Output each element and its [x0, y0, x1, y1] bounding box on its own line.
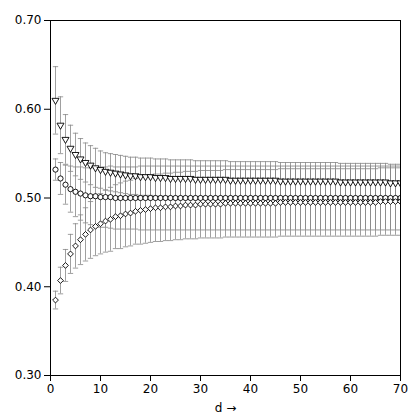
svg-text:0.50: 0.50	[15, 191, 42, 205]
svg-text:0.30: 0.30	[15, 368, 42, 382]
svg-text:50: 50	[293, 382, 308, 396]
svg-text:20: 20	[143, 382, 158, 396]
svg-text:0.70: 0.70	[15, 13, 42, 27]
svg-text:10: 10	[93, 382, 108, 396]
svg-text:30: 30	[193, 382, 208, 396]
svg-text:0: 0	[47, 382, 55, 396]
svg-text:70: 70	[393, 382, 408, 396]
svg-text:0.40: 0.40	[15, 280, 42, 294]
svg-text:0.60: 0.60	[15, 102, 42, 116]
svg-text:40: 40	[243, 382, 258, 396]
svg-text:d →: d →	[215, 401, 237, 415]
svg-text:60: 60	[343, 382, 358, 396]
